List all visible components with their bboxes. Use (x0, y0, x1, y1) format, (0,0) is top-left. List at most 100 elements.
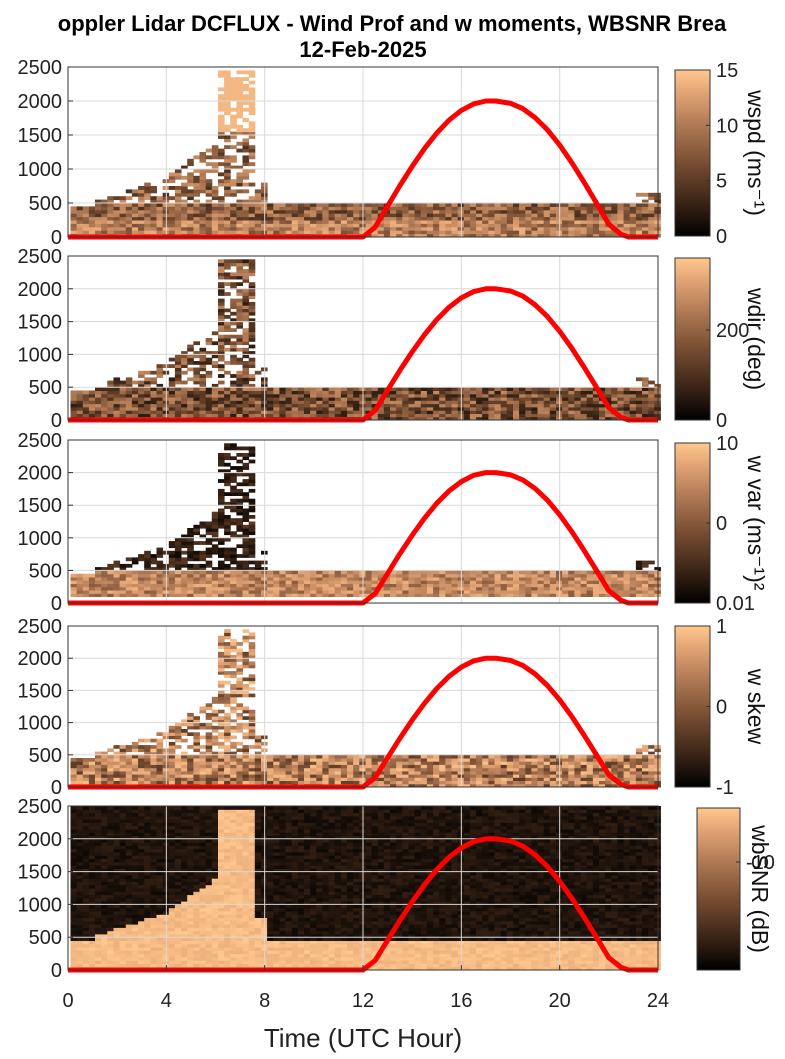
heatmap-cell (248, 531, 256, 536)
heatmap-cell (273, 777, 280, 781)
heatmap-cell (70, 851, 78, 856)
heatmap-cell (328, 754, 336, 759)
heatmap-cell (248, 560, 256, 565)
heatmap-cell (469, 213, 477, 218)
heatmap-cell (574, 764, 581, 769)
heatmap-cell (549, 573, 557, 578)
heatmap-cell (562, 576, 569, 581)
heatmap-cell (230, 361, 237, 365)
heatmap-cell (476, 590, 483, 594)
heatmap-cell (648, 196, 655, 201)
heatmap-cell (224, 758, 231, 762)
heatmap-cell (218, 635, 225, 640)
heatmap-cell (107, 196, 114, 201)
heatmap-cell (248, 169, 256, 173)
heatmap-cell (211, 576, 219, 581)
heatmap-cell (168, 573, 176, 578)
heatmap-cell (70, 216, 78, 221)
heatmap-cell (76, 907, 84, 912)
heatmap-cell (242, 693, 250, 698)
heatmap-cell (353, 770, 360, 775)
heatmap-cell (224, 275, 231, 280)
heatmap-cell (211, 528, 219, 532)
heatmap-cell (623, 393, 631, 398)
heatmap-cell (236, 265, 243, 270)
heatmap-cell (390, 393, 397, 398)
heatmap-cell (420, 590, 428, 594)
heatmap-cell (236, 508, 243, 513)
heatmap-cell (205, 220, 213, 224)
heatmap-cell (125, 754, 133, 759)
heatmap-cell (236, 774, 243, 778)
heatmap-cell (181, 754, 188, 759)
heatmap-cell (242, 664, 250, 669)
heatmap-cell (488, 410, 495, 414)
heatmap-cell (156, 213, 164, 218)
heatmap-cell (76, 874, 84, 879)
heatmap-cell (150, 406, 157, 411)
heatmap-cell (242, 226, 250, 231)
heatmap-cell (519, 400, 526, 405)
heatmap-cell (408, 774, 416, 778)
heatmap-cell (439, 416, 446, 421)
heatmap-cell (144, 570, 151, 575)
heatmap-cell (285, 570, 293, 575)
heatmap-cell (248, 131, 256, 136)
y-tick-label: 500 (29, 193, 62, 215)
heatmap-cell (482, 780, 489, 785)
heatmap-cell (617, 390, 624, 395)
heatmap-cell (599, 780, 606, 785)
heatmap-cell (168, 403, 176, 408)
heatmap-cell (396, 767, 403, 772)
heatmap-cell (488, 390, 495, 395)
heatmap-cell (168, 758, 176, 762)
heatmap-cell (88, 767, 96, 772)
heatmap-cell (211, 351, 219, 355)
heatmap-cell (463, 590, 471, 594)
heatmap-cell (353, 209, 360, 214)
heatmap-cell (150, 576, 157, 581)
heatmap-cell (285, 410, 293, 414)
heatmap-cell (138, 203, 145, 207)
heatmap-cell (181, 563, 188, 568)
heatmap-cell (236, 128, 243, 133)
heatmap-cell (525, 233, 532, 238)
heatmap-cell (211, 741, 219, 746)
heatmap-cell (377, 230, 385, 235)
heatmap-cell (224, 209, 231, 214)
heatmap-cell (144, 554, 151, 558)
y-tick-label: 2000 (18, 91, 63, 113)
heatmap-cell (574, 233, 581, 238)
heatmap-cell (574, 774, 581, 778)
heatmap-cell (242, 515, 250, 519)
heatmap-cell (224, 531, 231, 536)
axes-frame (67, 255, 659, 421)
heatmap-cell (254, 203, 262, 207)
heatmap-cell (334, 203, 342, 207)
heatmap-cell (285, 206, 293, 211)
heatmap-cell (230, 344, 237, 349)
heatmap-cell (396, 573, 403, 578)
heatmap-cell (316, 758, 323, 762)
heatmap-cell (236, 172, 243, 177)
heatmap-cell (371, 758, 379, 762)
heatmap-cell (476, 223, 483, 228)
heatmap-cell (488, 216, 495, 221)
heatmap-cell (113, 413, 121, 418)
heatmap-cell (513, 758, 520, 762)
heatmap-cell (451, 767, 459, 772)
heatmap-cell (70, 956, 78, 961)
heatmap-cell (291, 764, 299, 769)
heatmap-cell (218, 583, 225, 588)
heatmap-cell (211, 403, 219, 408)
heatmap-cell (531, 400, 538, 405)
heatmap-cell (543, 593, 551, 597)
heatmap-cell (494, 410, 502, 414)
heatmap-cell (230, 498, 237, 503)
axes-frame (67, 439, 659, 604)
heatmap-cell (193, 175, 200, 180)
heatmap-cell (353, 573, 360, 578)
heatmap-cell (365, 390, 373, 395)
heatmap-cell (199, 186, 207, 190)
